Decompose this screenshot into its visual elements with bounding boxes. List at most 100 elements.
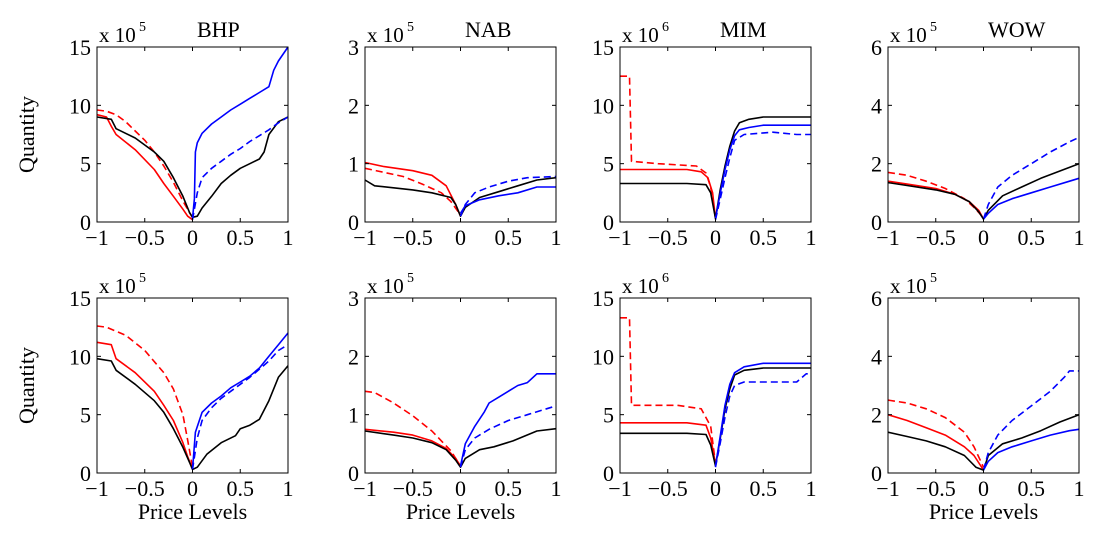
y-tick-label: 0 (871, 210, 882, 235)
panel-8: −1 −0.5 0 0.5 1 0 2 4 6 x 10 5 Price Levels (871, 271, 1085, 524)
series-line-3 (364, 427, 557, 469)
x-tick-label: −0.5 (125, 225, 165, 250)
x-tick-label: 0.5 (495, 225, 523, 250)
x-tick-label: −1 (876, 476, 899, 501)
series-line-3 (364, 176, 557, 217)
x-tick-label: −1 (85, 225, 108, 250)
axes-frame (887, 297, 1080, 474)
series-line-3 (887, 413, 1080, 471)
series-line-4 (191, 332, 289, 470)
x-tick-label: 1 (1074, 225, 1085, 250)
series-line-4 (982, 177, 1080, 220)
scale-multiplier: x 10 (890, 23, 927, 47)
scale-exponent: 5 (930, 20, 937, 35)
panel-title: NAB (465, 17, 511, 42)
x-tick-label: −1 (876, 225, 899, 250)
y-tick-label: 1 (348, 403, 359, 428)
panel-title: MIM (720, 17, 766, 42)
x-tick-label: −1 (608, 225, 631, 250)
y-tick-label: 2 (871, 152, 882, 177)
x-tick-label: 1 (551, 225, 562, 250)
y-tick-label: 0 (80, 210, 91, 235)
y-tick-label: 4 (871, 93, 882, 118)
series-line-5 (714, 372, 811, 468)
series-line-5 (714, 131, 811, 220)
series-line-5 (191, 116, 289, 220)
series-line-3 (887, 162, 1080, 220)
x-axis-label: Price Levels (929, 499, 1038, 524)
y-tick-label: 1 (348, 152, 359, 177)
series-line-2 (620, 168, 717, 219)
x-tick-label: −0.5 (648, 225, 688, 250)
x-tick-label: 1 (283, 476, 294, 501)
axes-frame (619, 297, 812, 474)
x-tick-label: 0.5 (495, 476, 523, 501)
x-tick-label: −1 (85, 476, 108, 501)
series-line-5 (191, 344, 289, 470)
series-line-5 (459, 175, 557, 217)
y-tick-label: 0 (871, 461, 882, 486)
x-tick-label: −0.5 (916, 225, 956, 250)
x-tick-label: 0.5 (227, 476, 255, 501)
y-tick-label: 6 (871, 35, 882, 60)
scale-exponent: 6 (662, 271, 669, 286)
x-tick-label: 0 (710, 476, 721, 501)
series-line-1 (364, 390, 462, 467)
x-tick-label: 0 (978, 225, 989, 250)
series-line-2 (364, 428, 462, 467)
x-tick-label: 1 (806, 225, 817, 250)
y-tick-label: 3 (348, 286, 359, 311)
series-line-4 (191, 46, 289, 219)
scale-multiplier: x 10 (622, 23, 659, 47)
y-tick-label: 10 (592, 93, 614, 118)
y-tick-label: 0 (603, 461, 614, 486)
x-tick-label: 0.5 (750, 476, 778, 501)
series-line-1 (620, 75, 717, 219)
series-line-5 (982, 370, 1079, 471)
series-line-2 (620, 421, 717, 464)
y-tick-label: 15 (592, 286, 614, 311)
scale-exponent: 5 (407, 20, 414, 35)
series-line-4 (714, 124, 811, 219)
series-line-2 (887, 180, 985, 220)
y-tick-label: 0 (348, 461, 359, 486)
x-tick-label: 0 (710, 225, 721, 250)
axes-frame (96, 297, 289, 474)
y-tick-label: 10 (592, 344, 614, 369)
x-tick-label: −1 (353, 476, 376, 501)
panel-4: −1 −0.5 0 0.5 1 0 2 4 6 x 10 5 WOW (871, 17, 1085, 250)
y-tick-label: 2 (348, 93, 359, 118)
x-tick-label: 0 (978, 476, 989, 501)
y-tick-label: 15 (69, 286, 91, 311)
scale-exponent: 6 (662, 20, 669, 35)
x-tick-label: −0.5 (916, 476, 956, 501)
x-tick-label: −0.5 (125, 476, 165, 501)
series-line-5 (459, 405, 557, 468)
x-tick-label: −1 (353, 225, 376, 250)
series-line-1 (887, 171, 985, 219)
x-tick-label: −1 (608, 476, 631, 501)
series-line-4 (982, 428, 1080, 471)
scale-exponent: 5 (930, 271, 937, 286)
x-tick-label: 1 (1074, 476, 1085, 501)
x-tick-label: 0 (187, 225, 198, 250)
x-tick-label: −0.5 (393, 225, 433, 250)
series-line-3 (96, 116, 289, 219)
y-tick-label: 2 (871, 403, 882, 428)
axes-frame (887, 46, 1080, 223)
x-tick-label: 0 (187, 476, 198, 501)
y-tick-label: 10 (69, 344, 91, 369)
y-tick-label: 0 (603, 210, 614, 235)
series-line-1 (96, 325, 194, 468)
x-tick-label: 0 (455, 476, 466, 501)
y-tick-label: 0 (348, 210, 359, 235)
series-line-4 (459, 372, 556, 467)
panel-2: −1 −0.5 0 0.5 1 0 1 2 3 x 10 5 NAB (348, 17, 562, 250)
x-tick-label: 0.5 (1018, 476, 1046, 501)
series-line-2 (96, 113, 193, 221)
y-tick-label: 5 (80, 403, 91, 428)
